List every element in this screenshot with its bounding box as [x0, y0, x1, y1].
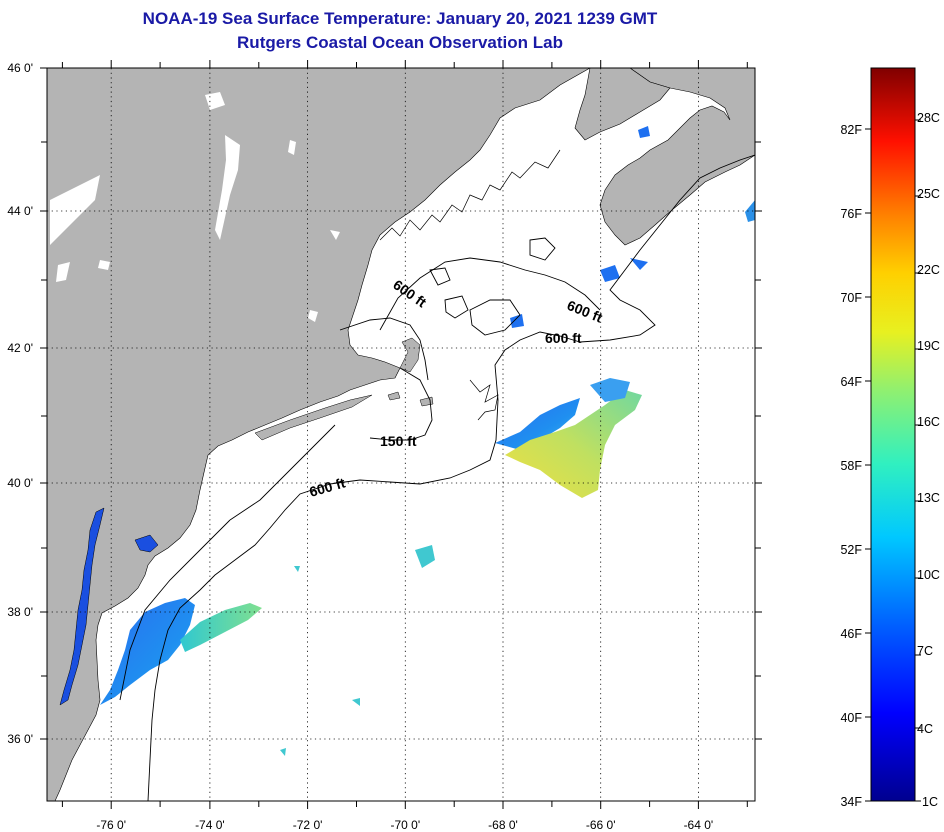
sst-patch-gom: [510, 314, 524, 328]
colorbar-f-label: 52F: [840, 543, 862, 557]
contour-label: 150 ft: [380, 433, 417, 449]
land-new-brunswick: [574, 68, 671, 141]
colorbar-ticks: [865, 119, 921, 802]
colorbar-f-label: 64F: [840, 375, 862, 389]
inland-lakes: [50, 92, 340, 322]
colorbar-f-labels: 34F 40F 46F 52F 58F 64F 70F 76F 82F: [840, 123, 862, 809]
lon-tick-label: -68 0': [488, 818, 518, 832]
chart-title: NOAA-19 Sea Surface Temperature: January…: [142, 9, 658, 28]
sst-patch-scotian: [600, 258, 648, 282]
lat-tick-label: 38 0': [7, 605, 33, 619]
lat-tick-label: 44 0': [7, 204, 33, 218]
contour-label: 600 ft: [545, 330, 582, 346]
lat-tick-label: 42 0': [7, 341, 33, 355]
colorbar-f-label: 82F: [840, 123, 862, 137]
plot-frame: [46, 67, 756, 802]
lat-tick-labels: 46 0' 44 0' 42 0' 40 0' 38 0' 36 0': [7, 61, 33, 746]
coastline-details: [379, 149, 561, 421]
chesapeake-bay: [59, 507, 105, 706]
lon-tick-labels: -76 0' -74 0' -72 0' -70 0' -68 0' -66 0…: [96, 818, 713, 832]
land-nova-scotia: [599, 68, 755, 246]
colorbar-f-label: 58F: [840, 459, 862, 473]
colorbar-c-label: 25C: [917, 187, 940, 201]
colorbar-f-label: 34F: [840, 795, 862, 809]
tick-marks: [40, 60, 762, 809]
chart-subtitle: Rutgers Coastal Ocean Observation Lab: [237, 33, 563, 52]
colorbar-c-label: 4C: [917, 722, 933, 736]
colorbar-c-label: 22C: [917, 263, 940, 277]
sst-patch-georges-blue: [495, 398, 580, 450]
colorbar-gradient: [870, 67, 916, 802]
lon-tick-label: -66 0': [586, 818, 616, 832]
land-long-island: [254, 394, 373, 441]
delaware-bay: [134, 534, 159, 553]
colorbar-c-label: 7C: [917, 644, 933, 658]
lon-tick-label: -70 0': [390, 818, 420, 832]
colorbar-f-label: 76F: [840, 207, 862, 221]
sst-patch-georges-warm: [505, 390, 642, 498]
sst-patch-shelf-green: [180, 603, 262, 652]
colorbar-f-label: 46F: [840, 627, 862, 641]
lon-tick-label: -74 0': [195, 818, 225, 832]
colorbar-c-label: 10C: [917, 568, 940, 582]
colorbar-c-label: 13C: [917, 491, 940, 505]
sst-patch-bay-of-fundy: [638, 126, 650, 138]
lat-lon-grid: [47, 68, 755, 801]
sst-patch-ne-blue: [590, 378, 630, 402]
lon-tick-label: -64 0': [684, 818, 714, 832]
land-mainland: [47, 68, 591, 801]
lat-tick-label: 46 0': [7, 61, 33, 75]
colorbar-f-label: 70F: [840, 291, 862, 305]
colorbar-c-label: 16C: [917, 415, 940, 429]
lon-tick-label: -76 0': [96, 818, 126, 832]
bathymetry-contours: [119, 154, 755, 801]
land-islands: [387, 391, 434, 407]
sst-patches: [100, 126, 755, 756]
sst-patch-offshore-1: [415, 545, 435, 568]
lon-tick-label: -72 0': [293, 818, 323, 832]
map-plot-area: -76 0' -74 0' -72 0' -70 0' -68 0' -66 0…: [7, 60, 762, 832]
sst-patch-far-ne: [745, 200, 755, 222]
lat-tick-label: 36 0': [7, 732, 33, 746]
colorbar-c-label: 19C: [917, 339, 940, 353]
colorbar-c-labels: 1C 4C 7C 10C 13C 16C 19C 22C 25C 28C: [917, 111, 940, 809]
colorbar: 34F 40F 46F 52F 58F 64F 70F 76F 82F 1C 4…: [840, 67, 940, 809]
lat-tick-label: 40 0': [7, 476, 33, 490]
colorbar-c-label: 28C: [917, 111, 940, 125]
colorbar-c-label: 1C: [922, 795, 938, 809]
colorbar-f-label: 40F: [840, 711, 862, 725]
